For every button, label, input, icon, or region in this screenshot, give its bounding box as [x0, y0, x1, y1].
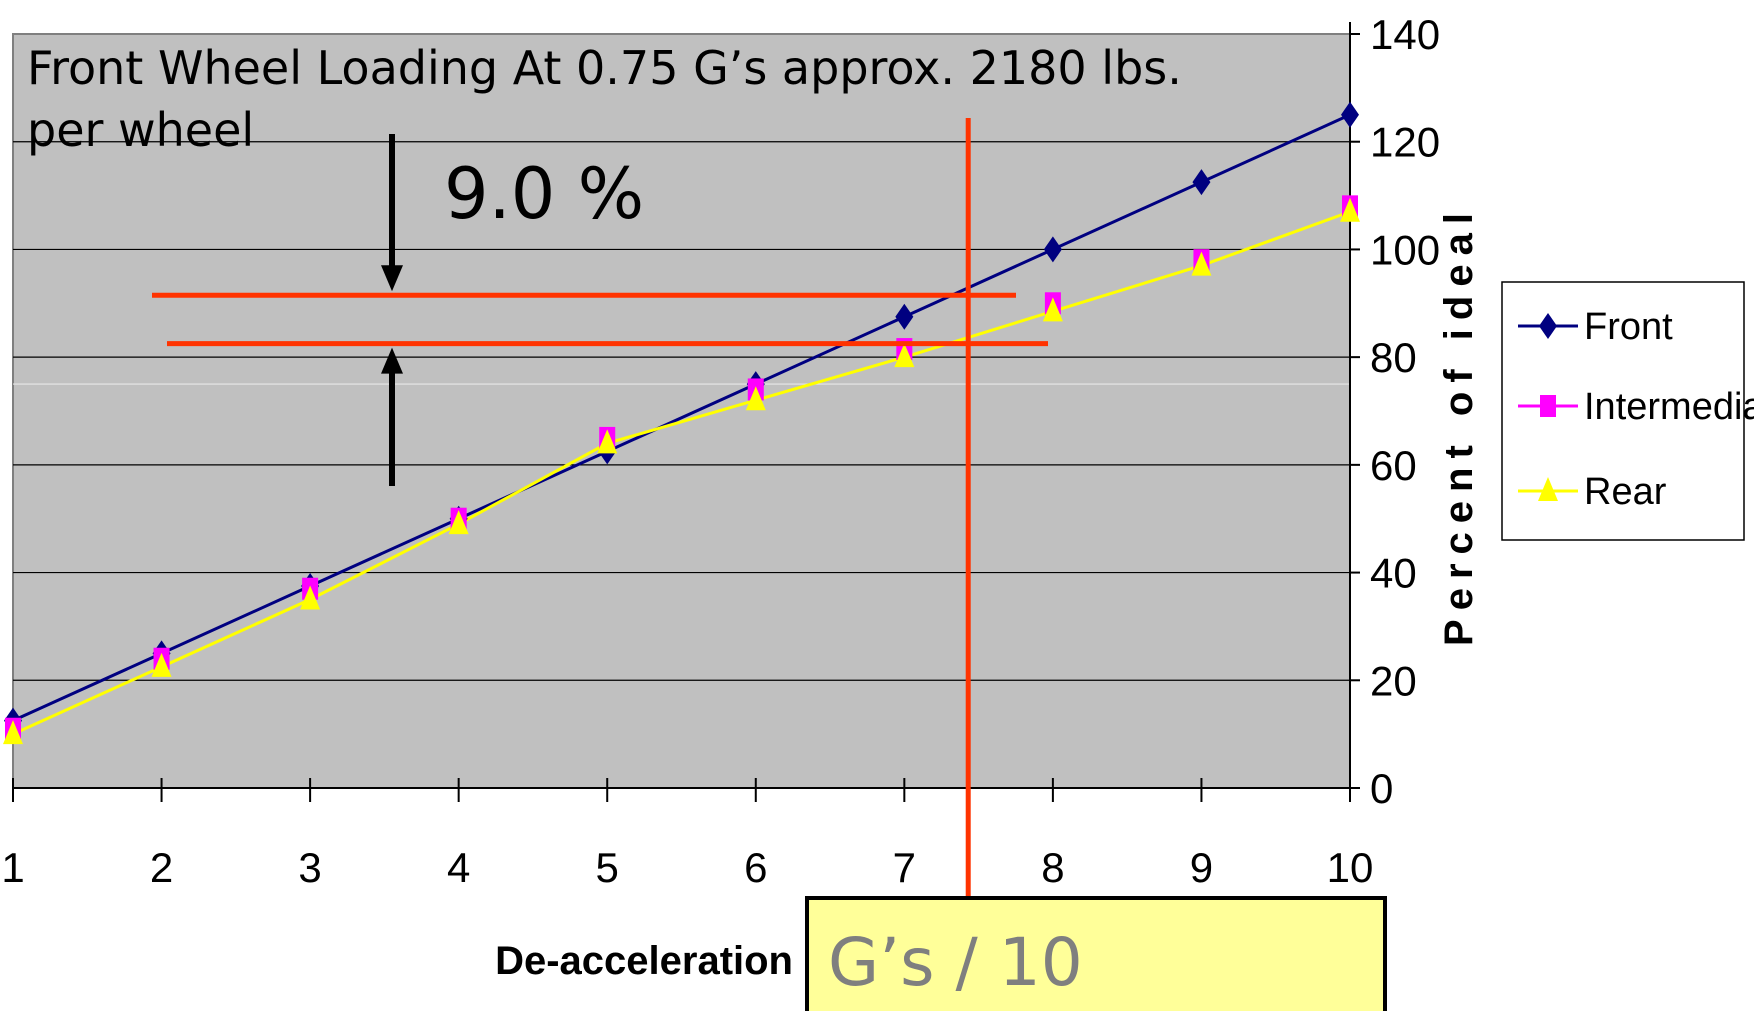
- data-point: [1340, 197, 1360, 222]
- chart-title-line2: per wheel: [27, 103, 254, 157]
- y-tick-label: 120: [1370, 119, 1440, 166]
- data-point: [3, 720, 23, 745]
- y-tick-label: 140: [1370, 11, 1440, 58]
- legend: Front Intermediate Rear: [1501, 281, 1754, 541]
- series-front: [12, 113, 1351, 723]
- legend-marker: [1539, 313, 1557, 339]
- data-point: [1341, 101, 1359, 128]
- legend-label: Front: [1584, 306, 1673, 348]
- y-axis-label: Percent of ideal: [1437, 204, 1481, 646]
- y-tick-label: 60: [1370, 442, 1417, 489]
- data-point: [1191, 251, 1212, 276]
- data-point: [151, 652, 172, 677]
- data-point: [1192, 169, 1211, 196]
- x-tick-label: 1: [1, 844, 24, 891]
- axes: 0 20 40 60 80 100 120 140 1 2 3 4 5 6 7 8 9 10: [1, 11, 1440, 891]
- x-tick-label: 8: [1041, 844, 1064, 891]
- x-tick-label: 4: [447, 844, 470, 891]
- legend-marker: [1540, 395, 1556, 417]
- y-tick-label: 80: [1370, 334, 1417, 381]
- plot-area: [12, 33, 1351, 789]
- legend-label: Intermediate: [1584, 386, 1754, 428]
- data-point: [448, 510, 469, 535]
- data-point: [745, 386, 766, 411]
- x-tick-label: 2: [150, 844, 173, 891]
- legend-item-rear: Rear: [1518, 471, 1667, 513]
- y-tick-label: 40: [1370, 550, 1417, 597]
- data-point: [895, 303, 914, 330]
- data-point: [894, 343, 915, 368]
- legend-marker: [1538, 477, 1558, 501]
- legend-item-front: Front: [1518, 306, 1673, 348]
- percent-annotation: 9.0 %: [444, 153, 644, 235]
- legend-label: Rear: [1584, 471, 1667, 513]
- x-tick-label: 7: [893, 844, 916, 891]
- data-point: [300, 585, 321, 610]
- y-tick-label: 0: [1370, 765, 1393, 812]
- series-line: [12, 210, 1351, 736]
- gridlines: [13, 141, 1350, 681]
- data-point: [1043, 236, 1062, 263]
- units-box: [805, 896, 1387, 1011]
- series-rear: [12, 210, 1351, 736]
- y-tick-label: 100: [1370, 226, 1440, 273]
- markers-rear: [3, 197, 1360, 745]
- up-arrow-icon: [381, 347, 403, 374]
- series-line: [12, 113, 1351, 723]
- x-tick-label: 10: [1327, 844, 1374, 891]
- units-label: G’s / 10: [828, 924, 1083, 1001]
- x-tick-label: 5: [596, 844, 619, 891]
- data-point: [597, 429, 618, 454]
- legend-item-intermediate: Intermediate: [1518, 386, 1754, 428]
- data-point: [1042, 297, 1063, 322]
- x-tick-label: 6: [744, 844, 767, 891]
- chart-title: Front Wheel Loading At 0.75 G’s approx. …: [27, 41, 1182, 95]
- x-tick-label: 9: [1190, 844, 1213, 891]
- x-tick-label: 3: [298, 844, 321, 891]
- x-axis-label: De-acceleration: [495, 939, 793, 983]
- annotation-layer: [152, 118, 1048, 898]
- y-tick-label: 20: [1370, 657, 1417, 704]
- down-arrow-icon: [381, 265, 403, 292]
- series-layer: [3, 101, 1360, 745]
